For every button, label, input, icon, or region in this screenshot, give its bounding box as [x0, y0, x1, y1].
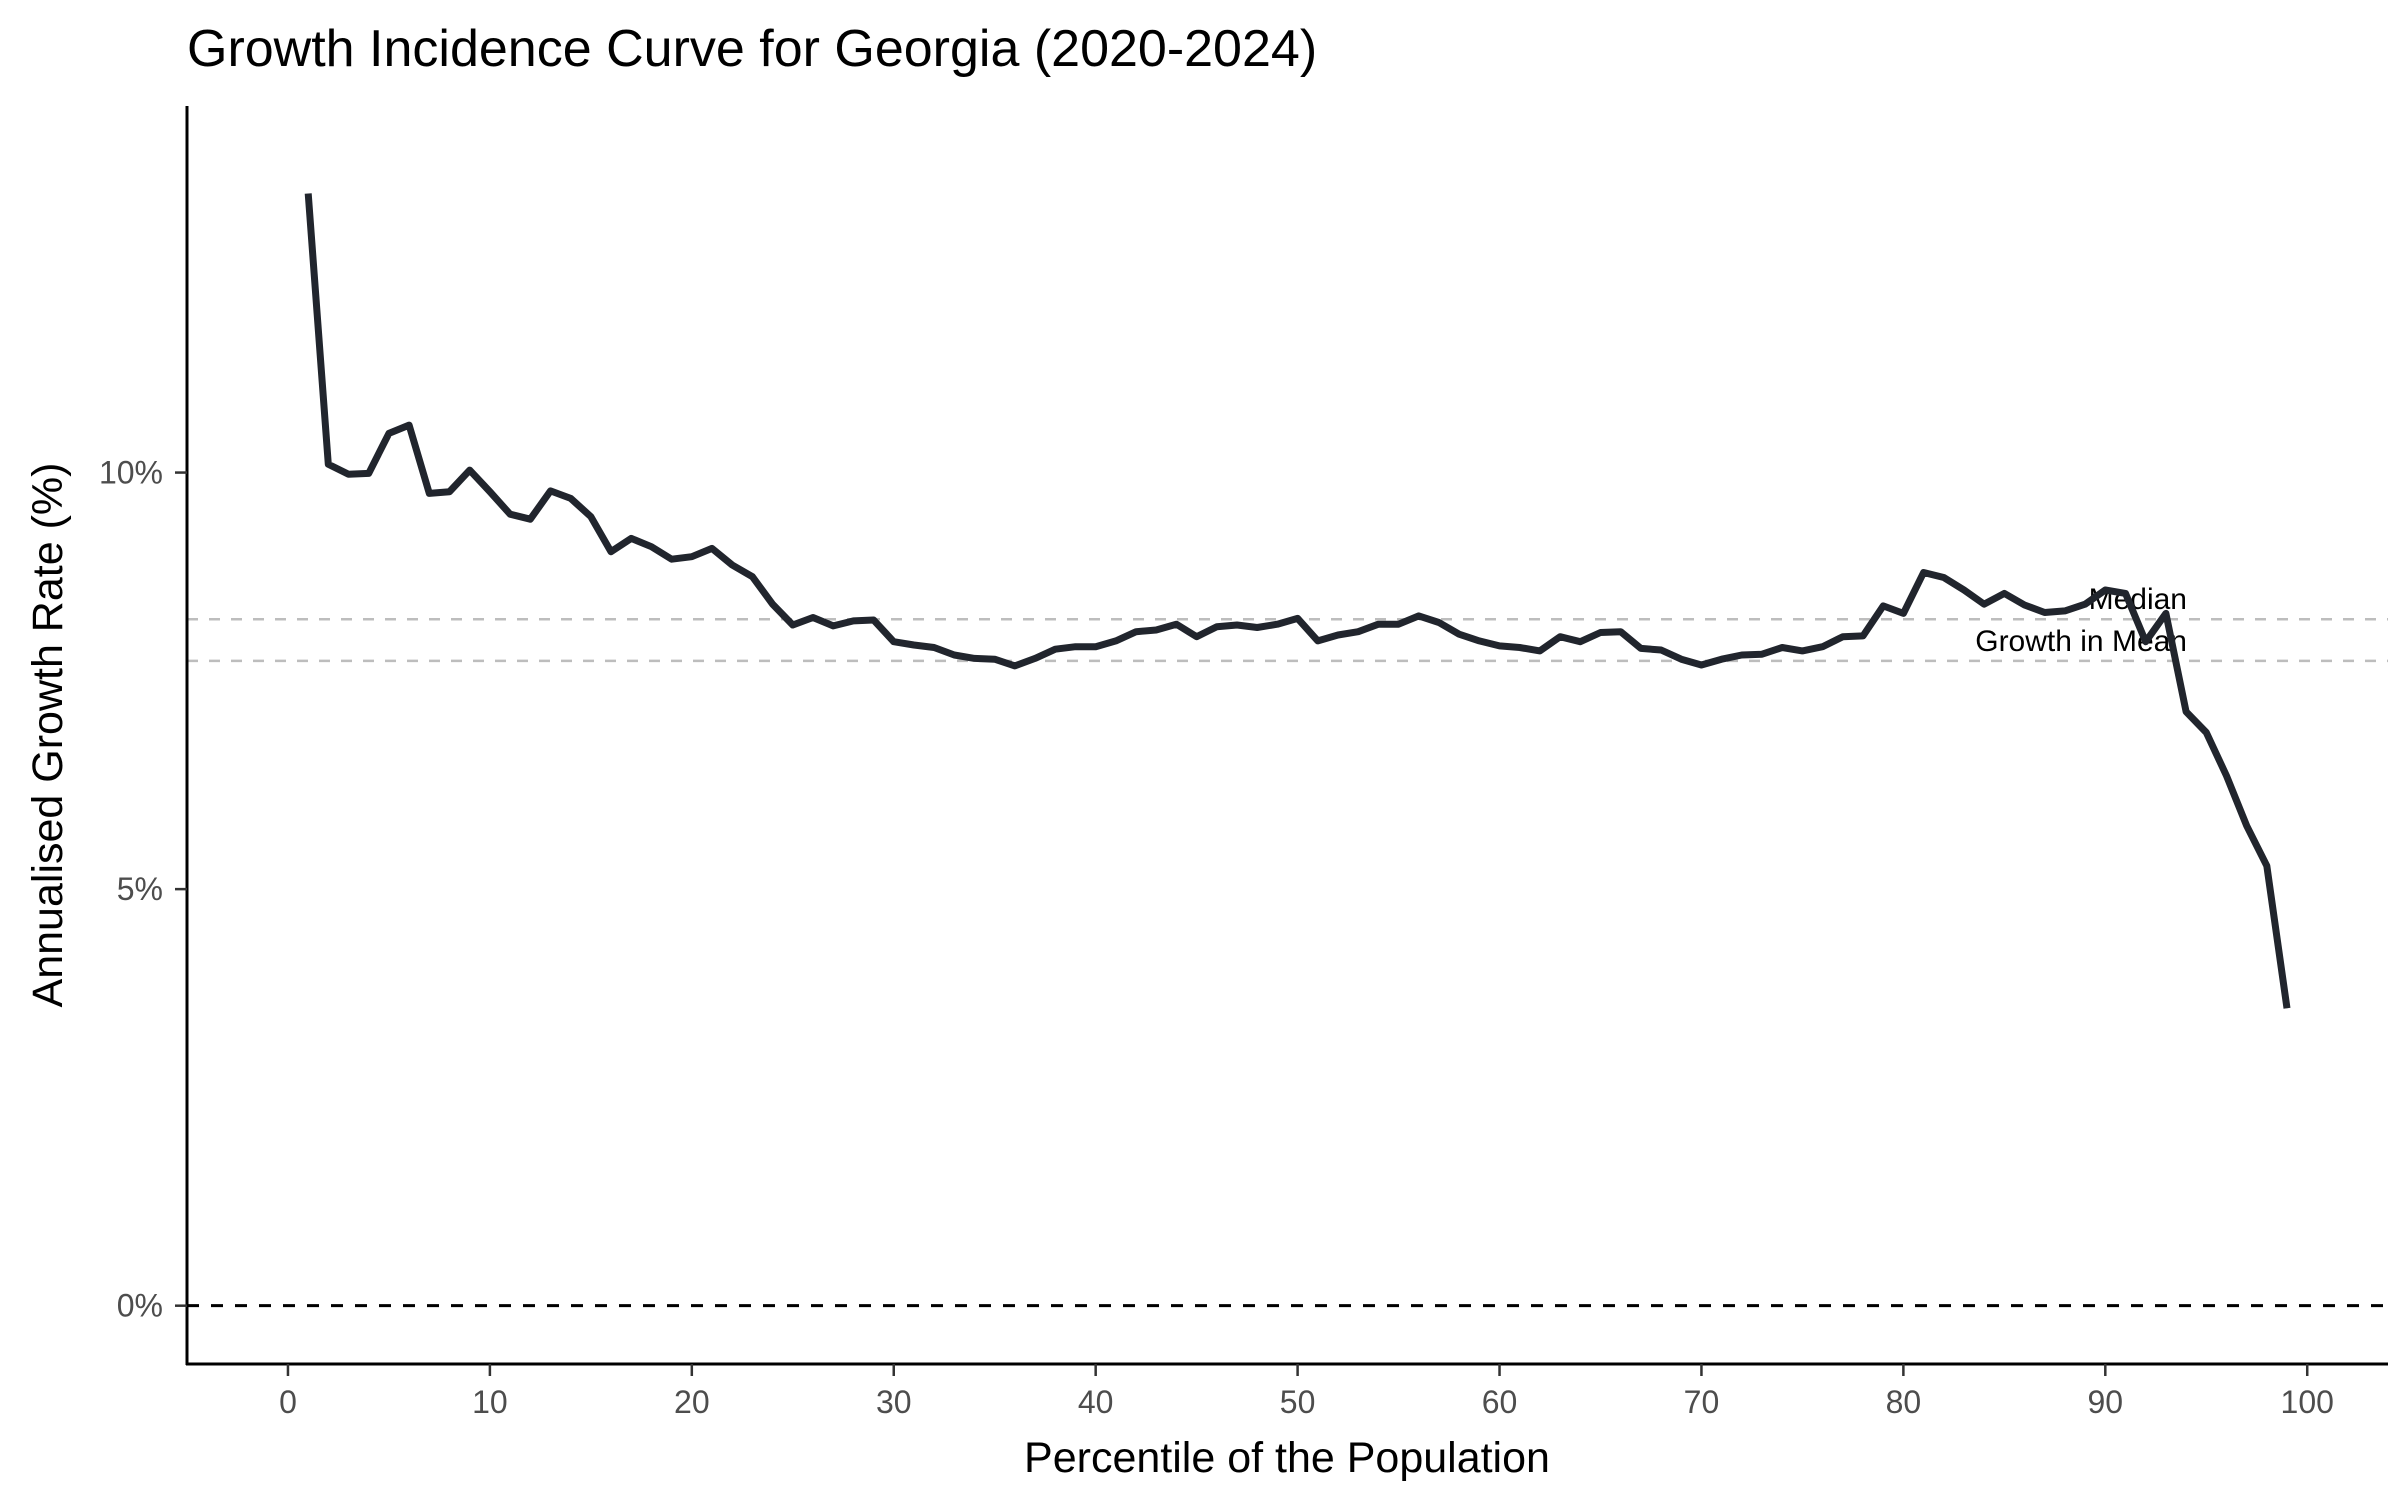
- y-tick-label: 10%: [99, 455, 163, 491]
- y-axis-ticks: 0% 5% 10%: [99, 455, 187, 1324]
- x-tick-label: 100: [2281, 1384, 2334, 1420]
- series-line-0: [304, 193, 2291, 1009]
- y-axis-title: Annualised Growth Rate (%): [24, 463, 72, 1008]
- x-tick-label: 30: [876, 1384, 912, 1420]
- x-tick-label: 20: [674, 1384, 710, 1420]
- x-tick-label: 70: [1684, 1384, 1720, 1420]
- x-tick-label: 0: [279, 1384, 297, 1420]
- x-tick-label: 10: [472, 1384, 508, 1420]
- reference-lines: [187, 617, 2388, 1308]
- x-tick-label: 40: [1078, 1384, 1114, 1420]
- x-tick-label: 60: [1482, 1384, 1518, 1420]
- x-tick-label: 90: [2088, 1384, 2124, 1420]
- x-axis-ticks: 0 10 20 30 40 50 60 70 80 90 100: [279, 1364, 2334, 1420]
- chart-title: Growth Incidence Curve for Georgia (2020…: [187, 20, 1317, 78]
- series-layer: [304, 193, 2291, 1009]
- y-tick-label: 5%: [117, 871, 163, 907]
- y-tick-label: 0%: [117, 1288, 163, 1324]
- x-tick-label: 50: [1280, 1384, 1316, 1420]
- x-axis-title: Percentile of the Population: [1024, 1434, 1550, 1482]
- x-tick-label: 80: [1886, 1384, 1922, 1420]
